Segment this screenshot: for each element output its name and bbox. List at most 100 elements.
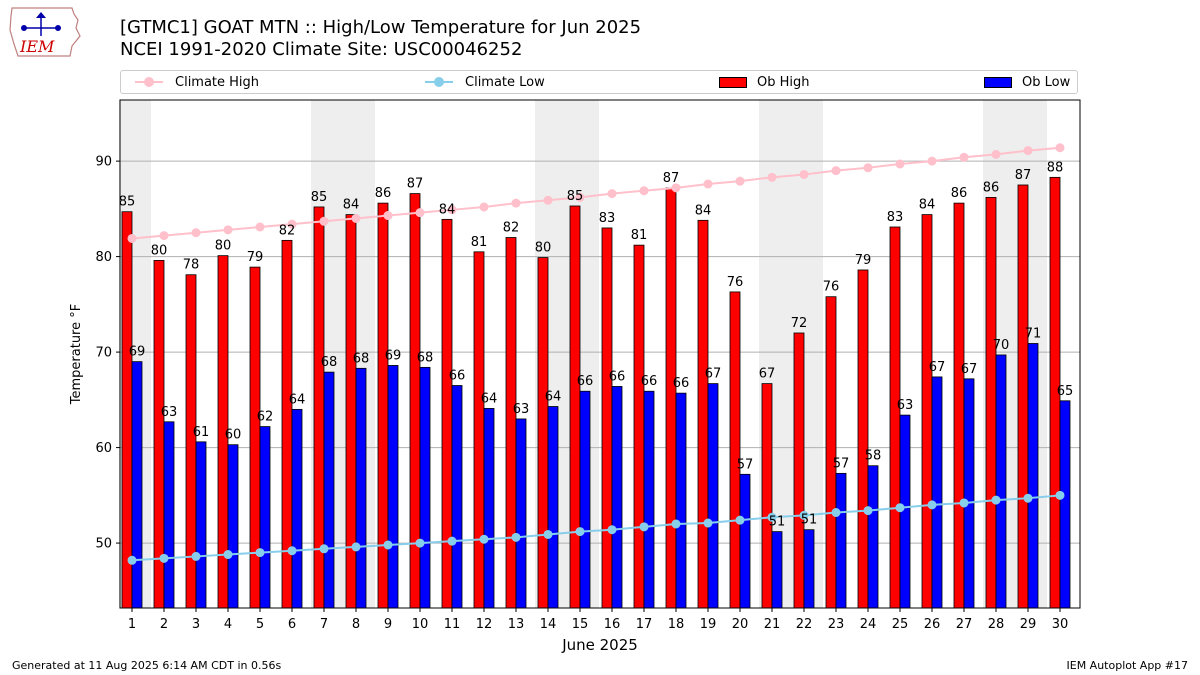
ob-high-bar — [121, 211, 133, 609]
climate-low-point — [575, 527, 585, 537]
climate-low-point — [223, 550, 233, 560]
y-tick-label: 70 — [95, 346, 112, 361]
ob-low-bar — [515, 418, 527, 609]
ob-high-label: 72 — [791, 316, 808, 331]
ob-low-bar — [163, 421, 175, 609]
ob-high-swatch — [719, 76, 747, 88]
climate-high-point — [511, 198, 521, 208]
ob-low-bar — [771, 531, 783, 609]
ob-low-bar — [611, 386, 623, 609]
climate-low-point — [159, 553, 169, 563]
ob-high-bar — [537, 257, 549, 609]
legend: Climate High Climate Low Ob High Ob Low — [120, 70, 1078, 94]
climate-high-point — [767, 172, 777, 182]
climate-low-point — [191, 551, 201, 561]
x-tick-label: 19 — [700, 617, 717, 632]
climate-high-point — [607, 189, 617, 199]
climate-high-point — [223, 225, 233, 235]
y-tick-label: 60 — [95, 441, 112, 456]
climate-high-point — [191, 228, 201, 238]
climate-low-point — [1023, 493, 1033, 503]
iem-logo: IEM — [9, 7, 81, 57]
x-tick-label: 28 — [988, 617, 1005, 632]
climate-high-point — [671, 183, 681, 193]
y-tick-label: 50 — [95, 537, 112, 552]
climate-low-point — [319, 544, 329, 554]
app-note: IEM Autoplot App #17 — [1066, 659, 1189, 672]
ob-low-label: 51 — [769, 515, 786, 530]
climate-low-point — [735, 515, 745, 525]
ob-low-bar — [963, 378, 975, 609]
x-tick-label: 14 — [540, 617, 557, 632]
ob-low-bar — [1027, 343, 1039, 609]
x-tick-label: 30 — [1052, 617, 1069, 632]
ob-low-bar — [867, 465, 879, 609]
ob-low-bar — [451, 385, 463, 609]
x-tick-label: 4 — [224, 617, 232, 632]
climate-low-point — [543, 529, 553, 539]
ob-high-bar — [441, 218, 453, 609]
ob-high-bar — [569, 205, 581, 609]
ob-low-label: 51 — [801, 513, 818, 528]
climate-high-point — [127, 233, 137, 243]
climate-low-point — [671, 519, 681, 529]
plot-frame — [119, 99, 1081, 609]
ob-low-label: 66 — [641, 374, 658, 389]
ob-high-label: 86 — [983, 180, 1000, 195]
ob-low-bar — [259, 426, 271, 609]
climate-high-swatch — [135, 77, 163, 87]
x-tick-label: 29 — [1020, 617, 1037, 632]
x-tick-label: 17 — [636, 617, 653, 632]
climate-high-point — [543, 195, 553, 205]
ob-high-label: 84 — [695, 203, 712, 218]
climate-high-point — [1023, 146, 1033, 156]
ob-high-label: 84 — [343, 198, 360, 213]
ob-low-label: 63 — [161, 405, 178, 420]
ob-low-label: 70 — [993, 338, 1010, 353]
climate-high-point — [863, 163, 873, 173]
ob-low-bar — [995, 354, 1007, 609]
x-tick-label: 21 — [764, 617, 781, 632]
climate-low-point — [991, 495, 1001, 505]
ob-low-label: 61 — [193, 425, 210, 440]
ob-high-label: 80 — [535, 241, 552, 256]
legend-climate-low-label: Climate Low — [465, 74, 545, 90]
x-tick-label: 1 — [128, 617, 136, 632]
ob-low-label: 69 — [129, 345, 146, 360]
ob-low-label: 66 — [449, 369, 466, 384]
ob-high-bar — [985, 196, 997, 609]
climate-low-point — [255, 548, 265, 558]
ob-low-bar — [419, 366, 431, 609]
ob-high-bar — [633, 244, 645, 609]
ob-low-bar — [739, 473, 751, 609]
ob-low-label: 67 — [705, 367, 722, 382]
climate-high-point — [287, 219, 297, 229]
ob-high-label: 84 — [919, 198, 936, 213]
ob-high-label: 78 — [183, 258, 200, 273]
ob-low-label: 68 — [321, 355, 338, 370]
x-tick-label: 26 — [924, 617, 941, 632]
ob-low-bar — [483, 408, 495, 609]
climate-high-point — [383, 211, 393, 221]
ob-low-bar — [131, 361, 143, 609]
climate-high-point — [895, 159, 905, 169]
ob-high-label: 83 — [599, 211, 616, 226]
climate-high-point — [319, 216, 329, 226]
x-tick-label: 5 — [256, 617, 264, 632]
ob-high-label: 82 — [279, 223, 296, 238]
ob-high-bar — [793, 332, 805, 609]
y-tick-label: 90 — [95, 155, 112, 170]
climate-low-point — [383, 540, 393, 550]
ob-low-label: 69 — [385, 348, 402, 363]
ob-high-bar — [921, 214, 933, 609]
ob-low-label: 68 — [353, 351, 370, 366]
legend-climate-high: Climate High — [135, 71, 259, 93]
x-tick-label: 27 — [956, 617, 973, 632]
climate-low-swatch — [425, 77, 453, 87]
x-tick-label: 2 — [160, 617, 168, 632]
ob-low-label: 62 — [257, 410, 274, 425]
ob-high-bar — [953, 202, 965, 609]
legend-ob-high-label: Ob High — [757, 74, 810, 90]
climate-low-point — [927, 500, 937, 510]
